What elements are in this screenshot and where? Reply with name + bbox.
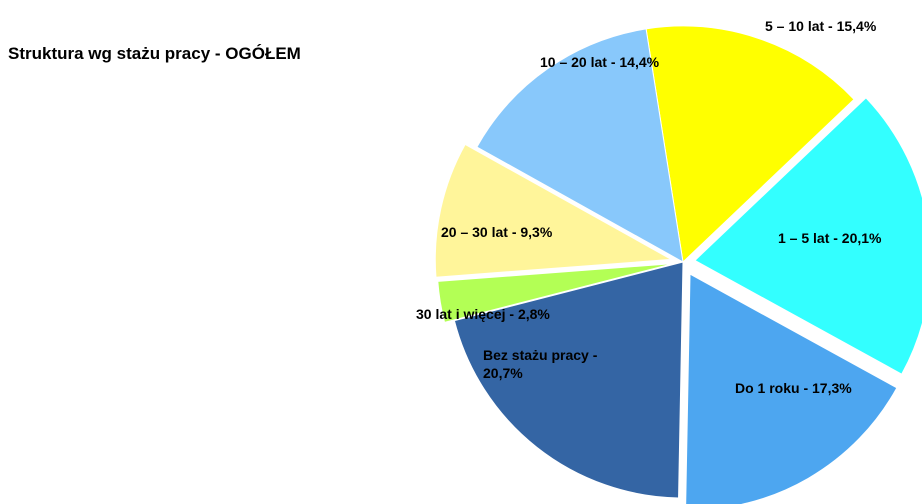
pie-slice bbox=[645, 25, 855, 264]
pie-slice bbox=[685, 273, 898, 504]
data-label: 5 – 10 lat - 15,4% bbox=[765, 18, 877, 34]
pie-slice bbox=[453, 261, 684, 499]
pie-slice bbox=[694, 97, 922, 375]
data-label: Do 1 roku - 17,3% bbox=[735, 380, 852, 396]
data-label: Bez stażu pracy - 20,7% bbox=[483, 347, 598, 381]
data-label: 1 – 5 lat - 20,1% bbox=[778, 230, 882, 246]
pie-slice bbox=[434, 143, 673, 278]
chart-title: Struktura wg stażu pracy - OGÓŁEM bbox=[8, 44, 301, 63]
data-label: 30 lat i więcej - 2,8% bbox=[416, 306, 550, 322]
data-label: 10 – 20 lat - 14,4% bbox=[540, 54, 660, 70]
data-label: 20 – 30 lat - 9,3% bbox=[441, 224, 553, 240]
pie-slice bbox=[437, 263, 674, 323]
pie-slice bbox=[476, 28, 684, 263]
